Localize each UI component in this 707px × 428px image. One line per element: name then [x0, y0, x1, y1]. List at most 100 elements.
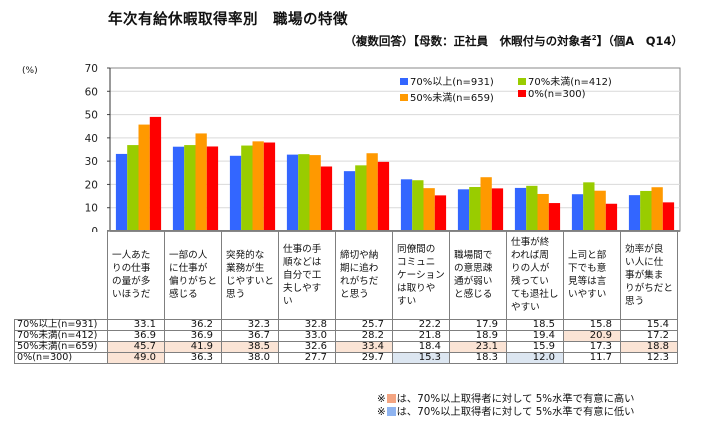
bar — [412, 180, 424, 231]
bar — [640, 190, 652, 231]
legend-label: 70%以上(n=931) — [410, 77, 494, 88]
bar — [206, 146, 219, 231]
significance-notes: ※ は、70%以上取得者に対して 5%水準で有意に高い ※ は、70%以上取得者に対… — [377, 393, 634, 419]
bar — [252, 141, 264, 231]
bar — [138, 124, 150, 231]
bar — [320, 166, 333, 231]
category-header: 上司と部 下でも意 見等は言 いやすい — [563, 230, 621, 320]
table-row: 70%以上(n=931) 33.1 36.2 32.3 32.8 25.7 22.2 17.9… — [14, 319, 678, 331]
y-axis-unit: (%) — [22, 66, 38, 76]
table-cell: 21.8 — [392, 330, 450, 342]
category-header: 職場間で の意思疎 通が弱い と感じる — [449, 230, 507, 320]
note-mark: ※ — [377, 406, 386, 418]
bar — [229, 155, 242, 231]
bar — [605, 203, 618, 231]
legend-item: 70%以上(n=931) — [400, 73, 518, 88]
legend-label: 0%(n=300) — [528, 89, 586, 100]
chart-title: 年次有給休暇取得率別 職場の特徴 — [108, 12, 348, 28]
row-label: 0%(n=300) — [14, 352, 108, 364]
bar — [127, 145, 139, 231]
y-tick-label: 30 — [85, 156, 98, 168]
bar — [480, 177, 492, 231]
note-mark: ※ — [377, 393, 386, 405]
y-tick-label: 20 — [85, 179, 98, 191]
bar — [377, 161, 390, 231]
subtitle-main: （複数回答）【母数：正社員 休暇付与の対象者 — [344, 34, 592, 48]
bar — [286, 154, 299, 231]
table-cell: 17.3 — [563, 341, 621, 353]
high-color-swatch — [386, 394, 396, 403]
bar — [662, 202, 675, 231]
row-label: 70%以上(n=931) — [14, 319, 108, 331]
note-low: ※ は、70%以上取得者に対して 5%水準で有意に低い — [377, 406, 634, 419]
category-header: 仕事が終 われば周 りの人が 残ってい ても退社し やすい — [506, 230, 564, 320]
table-cell: 33.1 — [107, 319, 165, 331]
category-header: 一部の人 に仕事が 偏りがちと 感じる — [164, 230, 222, 320]
bar — [400, 179, 413, 231]
table-cell: 20.9 — [563, 330, 621, 342]
table-cell: 15.9 — [506, 341, 564, 353]
y-tick-label: 70 — [85, 63, 98, 75]
bar — [491, 188, 504, 231]
legend-swatch — [518, 78, 526, 85]
category-header: 突発的な 業務が生 じやすいと 思う — [221, 230, 279, 320]
table-cell: 33.4 — [335, 341, 393, 353]
table-cell: 36.9 — [164, 330, 222, 342]
table-row: 50%未満(n=659) 45.7 41.9 38.5 32.6 33.4 18.4 23.1… — [14, 341, 678, 353]
y-tick-label: 40 — [85, 133, 98, 145]
table-cell: 18.4 — [392, 341, 450, 353]
table-cell: 32.3 — [221, 319, 279, 331]
bar — [184, 145, 196, 231]
bar — [457, 189, 470, 231]
table-corner — [14, 230, 108, 320]
bar — [469, 186, 481, 231]
bar — [583, 182, 595, 231]
bar — [526, 185, 538, 231]
table-header-row: 一人あた りの仕事 の量が多 いほうだ 一部の人 に仕事が 偏りがちと 感じる 突発的な 業務が生… — [14, 230, 678, 320]
bar — [241, 145, 253, 231]
y-tick-label: 50 — [85, 110, 98, 122]
chart-subtitle: （複数回答）【母数：正社員 休暇付与の対象者2】（個A Q14） — [344, 33, 683, 49]
category-header: 同僚間の コミュニ ケーション は取りや すい — [392, 230, 450, 320]
note-low-text: は、70%以上取得者に対して 5%水準で有意に低い — [396, 406, 635, 418]
category-header: 一人あた りの仕事 の量が多 いほうだ — [107, 230, 165, 320]
bar — [366, 153, 378, 231]
table-cell: 22.2 — [392, 319, 450, 331]
bar-chart: 0 10 20 30 40 50 60 70 — [85, 63, 681, 232]
bar — [514, 187, 527, 231]
subtitle-superscript: 2 — [591, 34, 597, 43]
table-cell: 23.1 — [449, 341, 507, 353]
table-cell: 32.8 — [278, 319, 336, 331]
table-cell: 32.6 — [278, 341, 336, 353]
row-label: 70%未満(n=412) — [14, 330, 108, 342]
bar — [594, 190, 606, 231]
table-row: 0%(n=300) 49.0 36.3 38.0 27.7 29.7 15.3 18.3 12.… — [14, 352, 678, 364]
y-tick-label: 60 — [85, 86, 98, 98]
note-high: ※ は、70%以上取得者に対して 5%水準で有意に高い — [377, 393, 634, 406]
table-cell: 19.4 — [506, 330, 564, 342]
bar — [172, 146, 185, 231]
table-cell: 17.2 — [620, 330, 678, 342]
low-color-swatch — [386, 407, 396, 416]
table-cell: 36.3 — [164, 352, 222, 364]
table-cell: 29.7 — [335, 352, 393, 364]
bar — [548, 203, 561, 231]
table-cell: 11.7 — [563, 352, 621, 364]
bar — [628, 195, 641, 231]
bar — [298, 154, 310, 231]
bar — [149, 116, 162, 231]
table-cell: 38.0 — [221, 352, 279, 364]
table-cell: 25.7 — [335, 319, 393, 331]
subtitle-end: 】（個A Q14） — [596, 34, 683, 48]
y-tick-label: 10 — [85, 203, 98, 215]
table-cell: 15.4 — [620, 319, 678, 331]
table-cell: 36.9 — [107, 330, 165, 342]
legend-swatch — [518, 90, 526, 97]
legend-label: 70%未満(n=412) — [528, 77, 612, 88]
table-cell: 18.5 — [506, 319, 564, 331]
category-header: 仕事の手 順などは 自分で工 夫しやすい — [278, 230, 336, 320]
bar — [263, 142, 276, 231]
table-cell: 18.3 — [449, 352, 507, 364]
table-cell: 12.0 — [506, 352, 564, 364]
category-header: 効率が良 い人に仕 事が集ま りがちだと 思う — [620, 230, 678, 320]
